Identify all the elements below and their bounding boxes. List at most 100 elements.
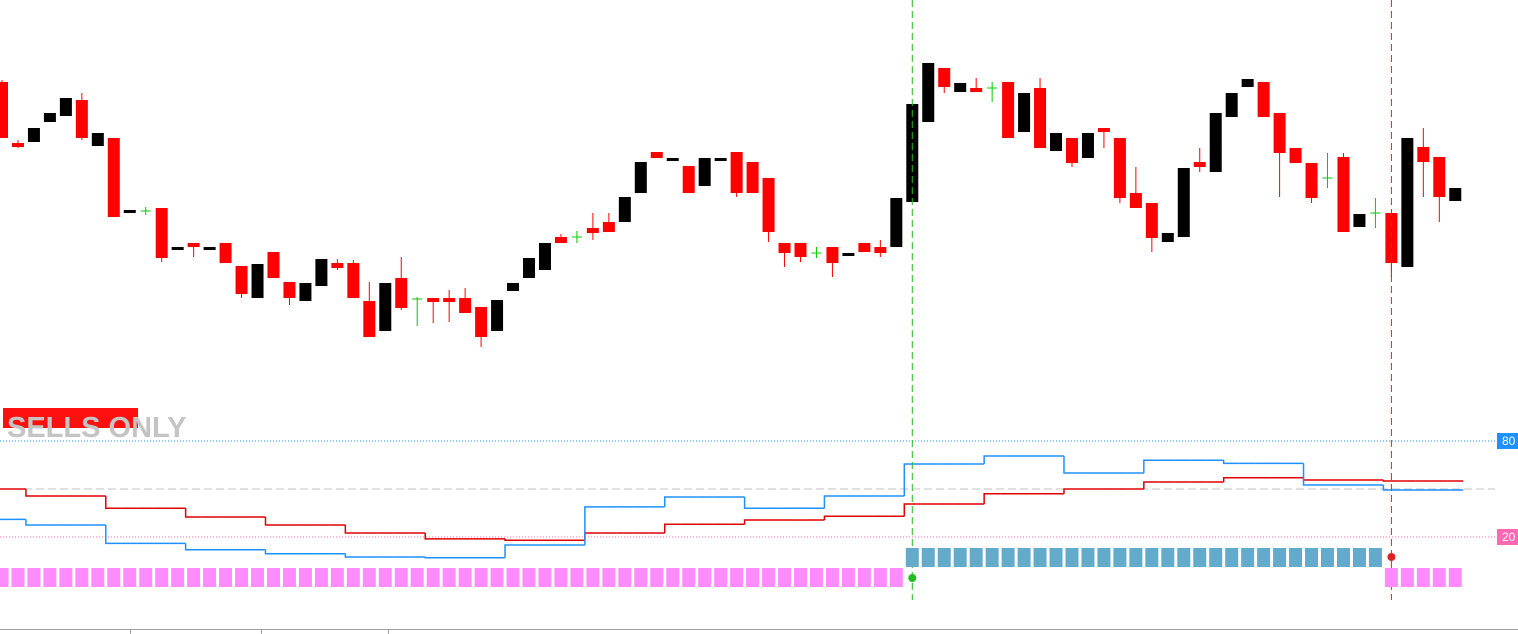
signal-block	[266, 568, 280, 587]
level-tag	[1497, 433, 1518, 449]
signal-block	[794, 568, 807, 587]
signal-block	[219, 568, 233, 587]
signal-block	[1321, 548, 1335, 567]
candle-body	[1433, 157, 1446, 197]
candle-body	[906, 104, 919, 202]
signal-block	[809, 568, 823, 587]
indicator-step	[663, 496, 681, 507]
candle-body	[794, 243, 807, 257]
candle-body	[283, 282, 296, 298]
candle-body	[107, 138, 120, 217]
candle-body	[1065, 138, 1078, 163]
candle-body	[251, 264, 264, 298]
candle-body	[1241, 79, 1254, 87]
candle-body	[1225, 93, 1238, 117]
candle-body	[235, 266, 248, 294]
signal-block	[442, 568, 456, 587]
indicator-step	[903, 503, 921, 517]
candle-body	[618, 197, 631, 222]
signal-block	[298, 568, 312, 587]
signal-block	[27, 568, 41, 587]
signal-block	[362, 568, 376, 587]
signal-block	[1129, 548, 1143, 567]
signal-block	[1273, 548, 1287, 567]
indicator-step	[105, 525, 122, 545]
candle-body	[1177, 168, 1190, 237]
signal-block	[43, 568, 57, 587]
candle-body	[1209, 113, 1222, 172]
candle-body	[1018, 93, 1031, 132]
candle-body	[1353, 214, 1366, 227]
candle-body	[746, 162, 759, 193]
indicator-step	[504, 544, 522, 558]
signal-block	[378, 568, 392, 587]
signal-block	[171, 568, 185, 587]
candle-body	[331, 263, 344, 268]
candle-body	[475, 307, 488, 337]
candle-body	[1097, 128, 1110, 132]
level-label: 20	[1502, 530, 1516, 544]
signal-block	[235, 568, 249, 587]
signal-block	[1448, 568, 1462, 587]
signal-block	[698, 568, 712, 587]
indicator-step	[264, 549, 282, 555]
candle-body	[1337, 157, 1350, 232]
signal-block	[346, 568, 360, 587]
candle-body	[347, 263, 360, 298]
candle-body	[874, 247, 887, 253]
candle-body	[379, 283, 392, 331]
indicator-step	[1222, 460, 1240, 465]
candle-body	[602, 222, 615, 232]
signal-block	[410, 568, 424, 587]
candle-body	[586, 228, 599, 233]
signal-block	[985, 548, 999, 567]
candle-body	[1257, 82, 1270, 117]
signal-block	[1081, 548, 1095, 567]
candle-body	[491, 300, 504, 331]
signal-block	[11, 568, 25, 587]
candle-body	[155, 208, 168, 258]
signal-block	[458, 568, 472, 587]
candle-body	[523, 258, 536, 278]
signal-block	[522, 568, 536, 587]
indicator-step	[1063, 456, 1080, 474]
indicator-step	[184, 508, 202, 518]
candle-body	[954, 83, 967, 92]
mode-badge	[3, 408, 138, 428]
candle-body	[459, 298, 472, 313]
indicator-step	[1302, 463, 1320, 486]
signal-block	[762, 568, 776, 587]
signal-block	[1161, 548, 1175, 567]
indicator-step	[105, 496, 122, 509]
candle-body	[1145, 203, 1158, 238]
signal-block	[1305, 548, 1319, 567]
candle-body	[1273, 113, 1286, 153]
candle-body	[698, 158, 711, 186]
signal-block	[778, 568, 792, 587]
candle-body	[315, 259, 328, 286]
signal-block	[905, 548, 919, 567]
candle-body	[650, 152, 663, 158]
candle-body	[27, 128, 40, 142]
indicator-step	[1382, 485, 1400, 491]
candle-body	[938, 68, 951, 87]
indicator-step	[743, 497, 761, 509]
signal-block	[506, 568, 520, 587]
signal-block	[1097, 548, 1111, 567]
signal-block	[426, 568, 440, 587]
candle-body	[187, 243, 200, 247]
signal-block	[873, 568, 887, 587]
signal-block	[91, 568, 105, 587]
signal-block	[634, 568, 648, 587]
signal-block	[618, 568, 632, 587]
candle-body	[59, 98, 72, 116]
indicator-step	[1063, 488, 1080, 494]
indicator-step	[424, 533, 442, 540]
signal-block	[1145, 548, 1159, 567]
signal-block	[650, 568, 664, 587]
indicator-step	[25, 489, 42, 497]
candle-body	[826, 247, 839, 263]
candle-body	[778, 243, 791, 253]
